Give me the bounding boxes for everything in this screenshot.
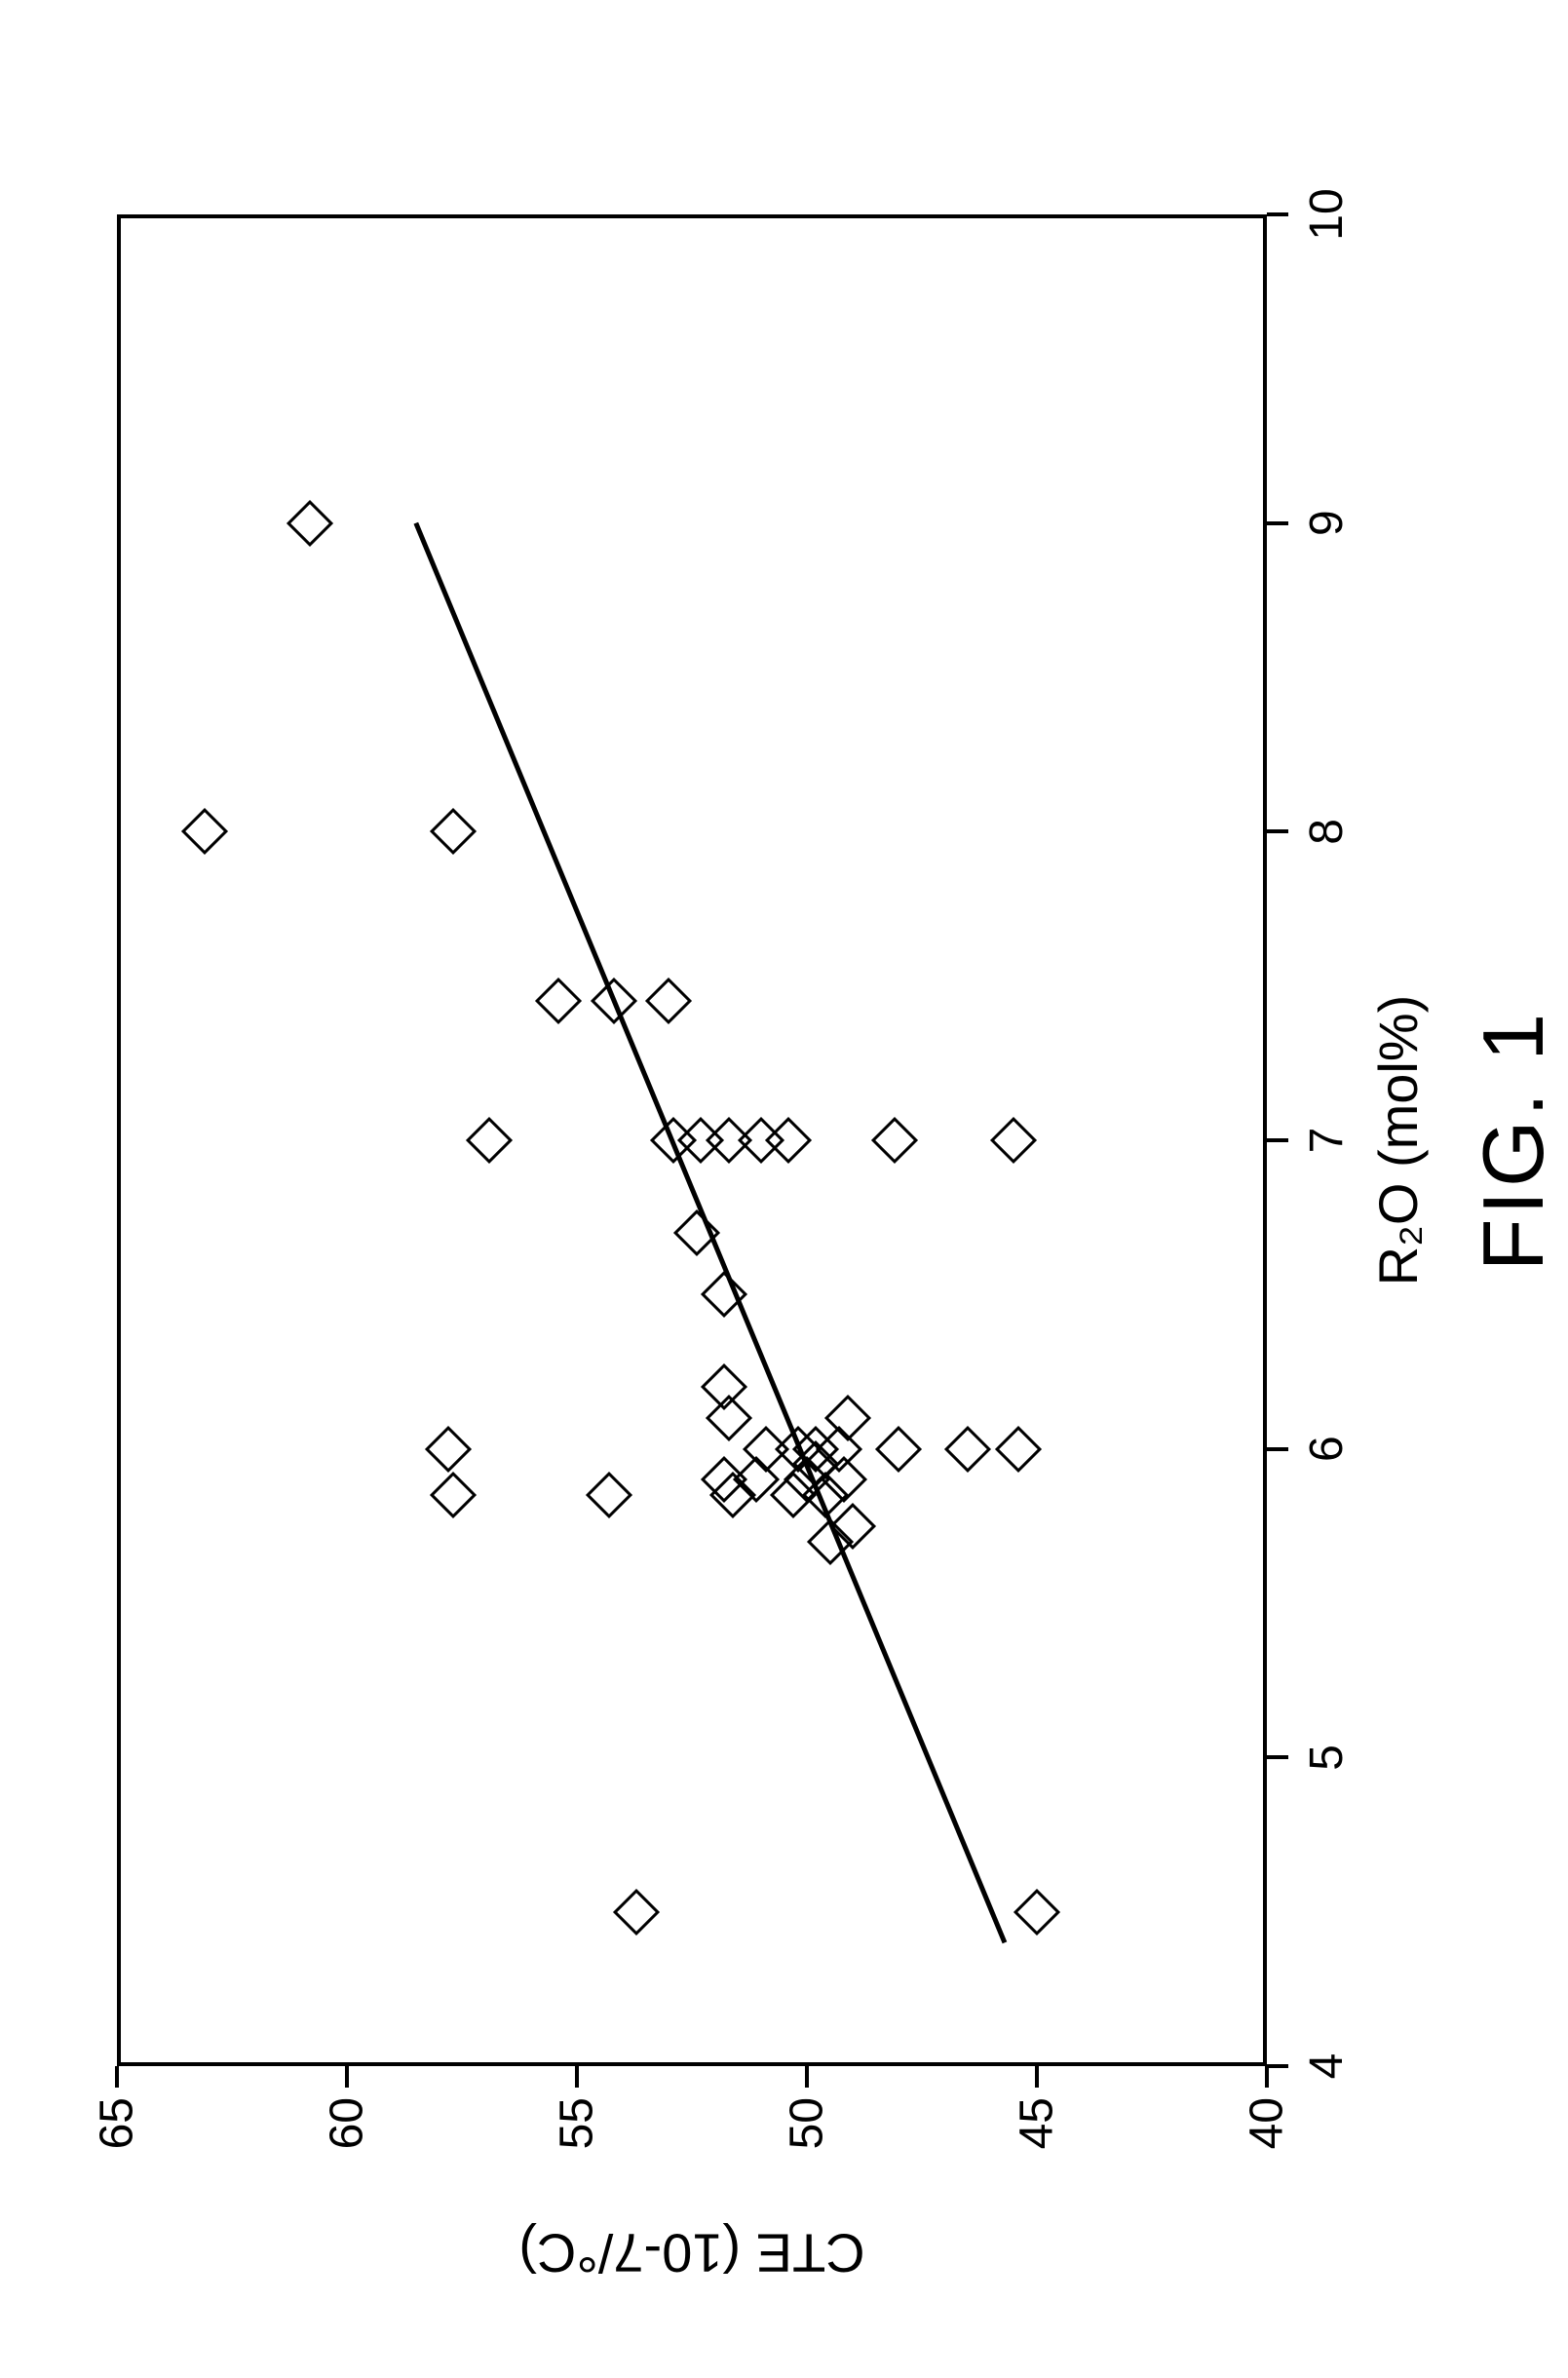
y-tick bbox=[805, 2066, 809, 2088]
x-tick bbox=[1267, 829, 1288, 833]
y-tick-label: 50 bbox=[781, 2097, 834, 2175]
y-tick bbox=[1265, 2066, 1269, 2088]
y-tick bbox=[115, 2066, 119, 2088]
y-tick bbox=[1035, 2066, 1039, 2088]
y-tick-label: 40 bbox=[1241, 2097, 1294, 2175]
plot-area bbox=[117, 214, 1267, 2066]
y-tick bbox=[345, 2066, 349, 2088]
y-tick bbox=[575, 2066, 579, 2088]
x-tick bbox=[1267, 1755, 1288, 1759]
x-tick-label: 4 bbox=[1300, 2053, 1354, 2080]
page: 45678910 404550556065 R₂O (mol%) CTE (10… bbox=[0, 0, 1568, 2378]
y-axis-label: CTE (10-7/°C) bbox=[518, 2222, 864, 2285]
figure-title: FIG. 1 bbox=[1464, 1010, 1563, 1272]
x-tick-label: 8 bbox=[1300, 819, 1354, 845]
y-tick-label: 65 bbox=[91, 2097, 144, 2175]
x-tick bbox=[1267, 521, 1288, 525]
y-tick-label: 55 bbox=[551, 2097, 604, 2175]
rotated-canvas: 45678910 404550556065 R₂O (mol%) CTE (10… bbox=[0, 0, 1568, 2378]
x-tick-label: 5 bbox=[1300, 1745, 1354, 1771]
x-tick-label: 7 bbox=[1300, 1128, 1354, 1154]
x-tick bbox=[1267, 1447, 1288, 1451]
x-tick-label: 6 bbox=[1300, 1436, 1354, 1462]
x-tick bbox=[1267, 2064, 1288, 2068]
x-tick-label: 10 bbox=[1300, 188, 1354, 240]
x-tick bbox=[1267, 1138, 1288, 1142]
x-tick bbox=[1267, 212, 1288, 216]
y-tick-label: 45 bbox=[1011, 2097, 1064, 2175]
x-tick-label: 9 bbox=[1300, 510, 1354, 536]
x-axis-label: R₂O (mol%) bbox=[1366, 995, 1430, 1286]
y-tick-label: 60 bbox=[321, 2097, 374, 2175]
